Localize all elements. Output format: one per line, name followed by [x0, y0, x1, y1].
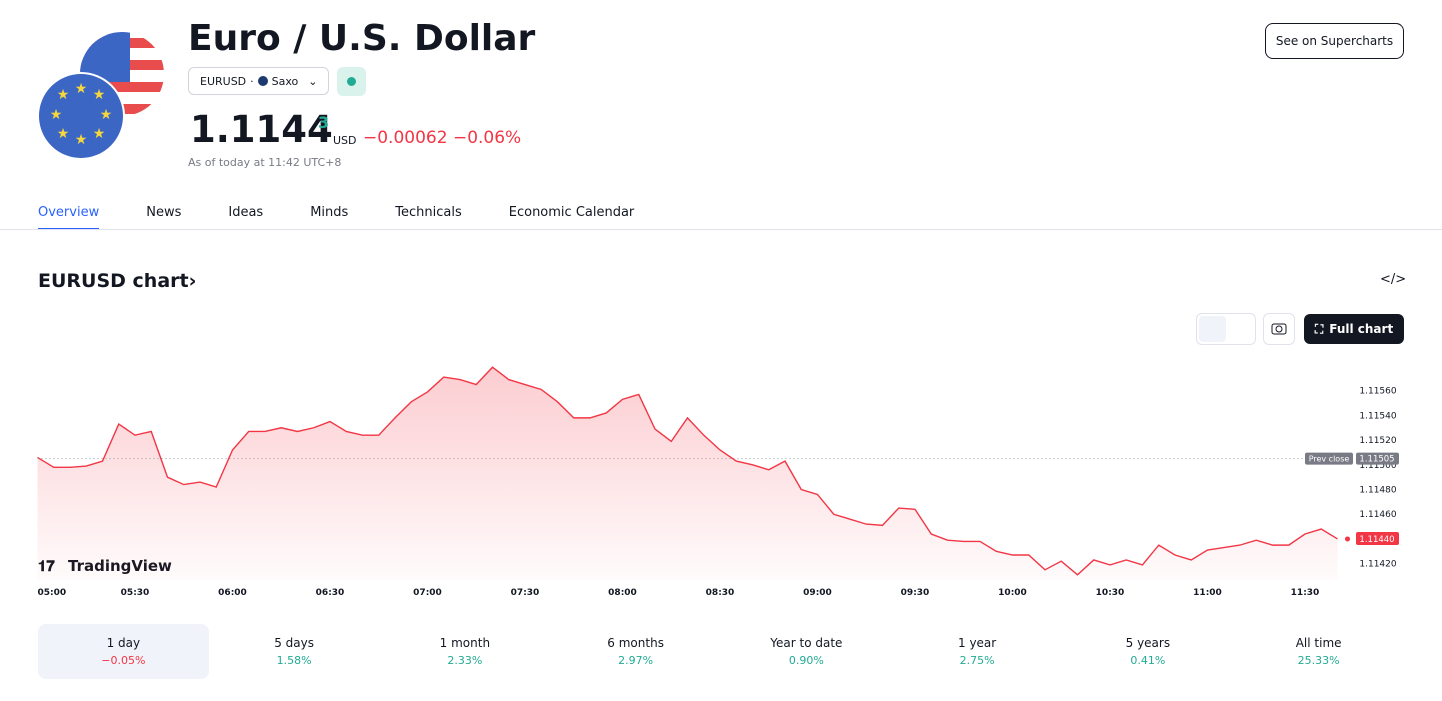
period[interactable]: 6 months 2.97%: [550, 624, 721, 679]
change-abs: −0.00062: [363, 128, 448, 148]
period-change: −0.05%: [101, 654, 146, 667]
watermark: TradingView: [68, 557, 172, 575]
periods: 1 day −0.05% 5 days 1.58% 1 month 2.33% 6 mont…: [38, 624, 1404, 679]
x-tick-label: 05:30: [121, 588, 150, 598]
y-tick-label: 1.11560: [1359, 387, 1396, 397]
period-change: 0.41%: [1130, 654, 1166, 667]
supercharts-button[interactable]: See on Supercharts: [1265, 23, 1404, 59]
tab[interactable]: Minds: [310, 205, 349, 220]
period[interactable]: 1 year 2.75%: [892, 624, 1063, 679]
period-change: 0.90%: [788, 654, 824, 667]
y-tick-label: 1.11540: [1359, 411, 1396, 421]
period[interactable]: 1 month 2.33%: [380, 624, 551, 679]
y-tick-label: 1.11460: [1359, 510, 1396, 520]
tab[interactable]: News: [146, 205, 182, 220]
last-point: [1345, 536, 1350, 542]
change-pct: −0.06%: [452, 128, 522, 148]
period[interactable]: All time 25.33%: [1233, 624, 1404, 679]
period-label: All time: [1295, 636, 1342, 650]
x-tick-label: 06:30: [316, 588, 345, 598]
tab[interactable]: Technicals: [395, 205, 462, 220]
y-tick-label: 1.11480: [1359, 486, 1396, 496]
full-chart-button[interactable]: ⛶ Full chart: [1304, 314, 1404, 344]
prev-close-value-tag: [1356, 452, 1399, 465]
symbol-selector[interactable]: EURUSD · Saxo ⌄: [188, 67, 329, 95]
prev-close-label: Prev close: [1309, 455, 1350, 464]
period-change: 2.33%: [447, 654, 483, 667]
symbol: EURUSD: [200, 74, 247, 88]
snapshot-button[interactable]: [1263, 313, 1295, 345]
prev-close-tag: [1305, 452, 1353, 465]
tab[interactable]: Overview: [38, 205, 100, 230]
x-tick-label: 08:30: [706, 588, 735, 598]
period-change: 1.58%: [276, 654, 312, 667]
period[interactable]: 5 days 1.58%: [209, 624, 380, 679]
embed-icon[interactable]: </>: [1380, 272, 1407, 287]
line: [37, 366, 1338, 576]
y-tick-label: 1.11520: [1359, 436, 1396, 446]
svg-text:★: ★: [75, 132, 88, 148]
currency: USD: [333, 134, 357, 147]
svg-text:★: ★: [50, 107, 63, 123]
y-tick-label: 1.11420: [1359, 560, 1396, 570]
x-tick-label: 07:00: [413, 588, 442, 598]
tab[interactable]: Economic Calendar: [508, 205, 635, 220]
x-tick-label: 07:30: [511, 588, 540, 598]
x-tick-label: 06:00: [218, 588, 247, 598]
full-chart-label: Full chart: [1329, 322, 1394, 336]
period-label: 6 months: [607, 636, 664, 650]
svg-text:★: ★: [93, 126, 106, 142]
period[interactable]: 5 years 0.41%: [1063, 624, 1234, 679]
svg-text:𝟏𝟕: 𝟏𝟕: [38, 557, 55, 575]
x-tick-label: 09:00: [803, 588, 832, 598]
svg-text:★: ★: [75, 81, 88, 97]
y-tick-label: 1.11500: [1359, 461, 1396, 471]
x-tick-label: 09:30: [901, 588, 930, 598]
period-change: 2.75%: [959, 654, 995, 667]
period-label: 1 year: [958, 636, 997, 650]
tab[interactable]: Ideas: [228, 205, 264, 220]
y-tick-label: 1.11440: [1359, 535, 1396, 545]
chart-title-text: EURUSD chart: [38, 270, 189, 292]
svg-text:★: ★: [57, 126, 70, 142]
period-change: 2.97%: [618, 654, 654, 667]
prev-close-value: 1.11505: [1359, 455, 1394, 465]
chart-title[interactable]: EURUSD chart›: [38, 270, 197, 292]
last-price-label: 1.11440: [1359, 535, 1394, 545]
period[interactable]: Year to date 0.90%: [721, 624, 892, 679]
period-label: 1 month: [439, 636, 491, 650]
market-status[interactable]: [337, 67, 366, 96]
change: −0.00062 −0.06%: [363, 128, 521, 148]
svg-text:★: ★: [100, 107, 113, 123]
title: Euro / U.S. Dollar: [188, 18, 536, 59]
x-tick-label: 08:00: [608, 588, 637, 598]
period-label: 5 days: [274, 636, 315, 650]
tabs: Overview News Ideas Minds Technicals Economic…: [38, 205, 681, 230]
last-price-tag: [1356, 531, 1399, 545]
x-tick-label: 11:00: [1193, 588, 1222, 598]
x-tick-label: 11:30: [1291, 588, 1320, 598]
x-tick-label: 05:00: [38, 588, 67, 598]
x-tick-label: 10:00: [998, 588, 1027, 598]
exchange: Saxo: [271, 74, 299, 88]
period-change: 25.33%: [1297, 654, 1340, 667]
flag-icons: ★ ★ ★ ★ ★ ★ ★ ★: [37, 32, 164, 160]
period-label: Year to date: [770, 636, 843, 650]
price: 1.1144: [190, 108, 333, 151]
svg-text:★: ★: [93, 87, 106, 103]
chart-type-toggle[interactable]: [1196, 313, 1256, 345]
separator: [0, 229, 1442, 230]
period-label: 1 day: [106, 636, 141, 650]
price-sup: 3: [318, 113, 330, 132]
area: [37, 367, 1338, 580]
period[interactable]: 1 day −0.05%: [38, 624, 209, 679]
period-label: 5 years: [1125, 636, 1171, 650]
svg-text:★: ★: [57, 87, 70, 103]
as-of: As of today at 11:42 UTC+8: [188, 156, 342, 169]
x-tick-label: 10:30: [1096, 588, 1125, 598]
